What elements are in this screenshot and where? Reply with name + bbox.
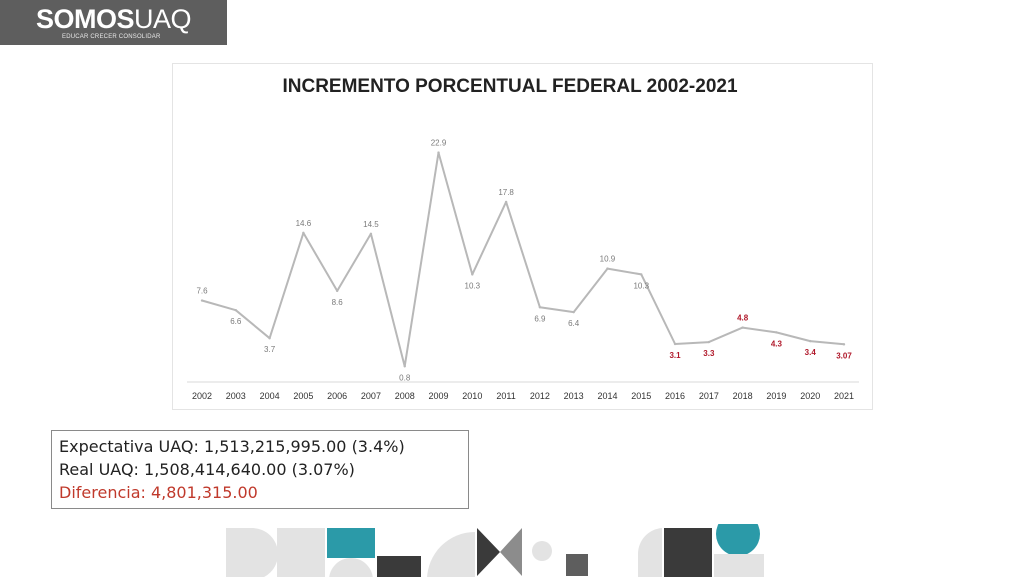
deco-teal-square	[327, 528, 375, 558]
data-point	[369, 232, 373, 236]
data-label-group: 7.6 6.6 3.7 14.6 8.6 14.5 0.8 22.9 10.3 17.8 6.9 6.…	[196, 139, 852, 383]
x-tick-label: 2016	[665, 391, 685, 401]
x-tick-label: 2007	[361, 391, 381, 401]
deco-dark-square	[664, 528, 712, 577]
data-label: 14.5	[363, 220, 379, 229]
x-tick-label: 2008	[395, 391, 415, 401]
data-label: 6.4	[568, 319, 580, 328]
data-point	[437, 151, 440, 154]
data-point	[200, 299, 204, 302]
deco-light-circle	[329, 558, 373, 577]
data-label: 14.6	[296, 219, 312, 228]
series-line	[201, 151, 845, 368]
summary-box: Expectativa UAQ: 1,513,215,995.00 (3.4%)…	[51, 430, 469, 509]
data-label: 10.3	[465, 281, 481, 290]
deco-bowtie-right	[500, 528, 522, 576]
data-point	[606, 267, 609, 270]
data-point	[707, 340, 711, 344]
deco-teal-circle	[716, 524, 760, 556]
data-label: 17.8	[498, 188, 514, 197]
data-label: 4.3	[771, 339, 783, 348]
x-tick-label: 2006	[327, 391, 347, 401]
deco-dark-bar	[377, 556, 421, 577]
deco-light-square	[277, 528, 325, 577]
data-point	[471, 273, 474, 276]
logo-text: SOMOSUAQ	[36, 4, 192, 34]
deco-half-circle	[226, 528, 278, 577]
deco-light-block	[714, 554, 764, 577]
data-point	[640, 273, 643, 276]
data-label: 6.6	[230, 317, 242, 326]
x-tick-label: 2013	[564, 391, 584, 401]
x-tick-label: 2017	[699, 391, 719, 401]
x-tick-label: 2012	[530, 391, 550, 401]
logo: SOMOSUAQ EDUCAR CRECER CONSOLIDAR	[0, 0, 227, 45]
x-tick-label: 2003	[226, 391, 246, 401]
data-point	[741, 326, 744, 329]
series-line-group	[200, 151, 846, 368]
chart-title: INCREMENTO PORCENTUAL FEDERAL 2002-2021	[282, 76, 737, 97]
line-chart: INCREMENTO PORCENTUAL FEDERAL 2002-2021 …	[187, 76, 859, 401]
chart-card: INCREMENTO PORCENTUAL FEDERAL 2002-2021 …	[172, 63, 873, 410]
data-point	[335, 289, 339, 293]
data-label: 10.9	[600, 255, 616, 264]
x-tick-group: 2002 2003 2004 2005 2006 2007 2008 2009 2010 2011…	[192, 391, 854, 401]
data-label: 3.4	[805, 348, 817, 357]
x-tick-label: 2014	[597, 391, 617, 401]
data-label: 7.6	[196, 287, 208, 296]
x-tick-label: 2020	[800, 391, 820, 401]
x-tick-label: 2018	[733, 391, 753, 401]
data-label: 3.07	[836, 351, 852, 360]
deco-small-circle	[532, 541, 552, 561]
data-point	[538, 306, 542, 309]
deco-small-square	[566, 554, 588, 576]
data-point	[673, 342, 677, 346]
data-label: 8.6	[332, 298, 344, 307]
data-point	[504, 200, 508, 204]
deco-arc-shape	[637, 528, 662, 577]
x-tick-label: 2005	[293, 391, 313, 401]
data-label: 3.1	[669, 351, 681, 360]
deco-bowtie-left	[477, 528, 500, 576]
x-tick-label: 2021	[834, 391, 854, 401]
diferencia-line: Diferencia: 4,801,315.00	[59, 483, 258, 502]
data-label: 6.9	[534, 314, 546, 323]
decorative-shapes	[226, 524, 764, 577]
data-point	[234, 309, 237, 312]
data-point	[842, 343, 846, 346]
data-label: 3.3	[703, 349, 715, 358]
data-point	[268, 337, 271, 340]
data-point	[809, 339, 812, 343]
x-tick-label: 2011	[496, 391, 515, 401]
x-tick-label: 2009	[429, 391, 449, 401]
data-label: 0.8	[399, 373, 411, 382]
x-tick-label: 2004	[260, 391, 280, 401]
expectativa-line: Expectativa UAQ: 1,513,215,995.00 (3.4%)	[59, 437, 405, 456]
x-tick-label: 2010	[462, 391, 482, 401]
deco-quarter-circle	[427, 532, 475, 577]
logo-tagline: EDUCAR CRECER CONSOLIDAR	[62, 34, 161, 40]
data-point	[775, 331, 778, 334]
data-point	[403, 365, 406, 368]
data-label: 3.7	[264, 345, 276, 354]
data-point	[572, 310, 575, 314]
real-line: Real UAQ: 1,508,414,640.00 (3.07%)	[59, 460, 355, 479]
x-tick-label: 2015	[631, 391, 651, 401]
data-label: 10.3	[633, 281, 649, 290]
data-label: 22.9	[431, 139, 447, 148]
data-label: 4.8	[737, 314, 749, 323]
x-tick-label: 2002	[192, 391, 212, 401]
data-point	[302, 231, 305, 235]
x-tick-label: 2019	[766, 391, 786, 401]
